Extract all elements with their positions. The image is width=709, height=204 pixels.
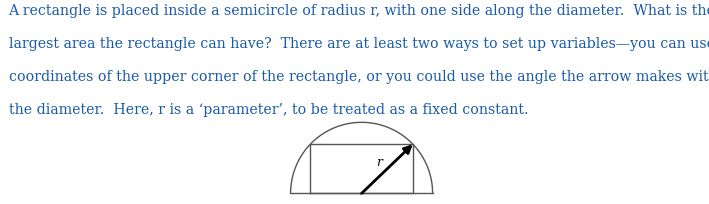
- Text: the diameter.  Here, r is a ‘parameter’, to be treated as a fixed constant.: the diameter. Here, r is a ‘parameter’, …: [9, 102, 528, 116]
- Text: coordinates of the upper corner of the rectangle, or you could use the angle the: coordinates of the upper corner of the r…: [9, 70, 709, 83]
- Text: A rectangle is placed inside a semicircle of radius r, with one side along the d: A rectangle is placed inside a semicircl…: [9, 4, 709, 18]
- Text: largest area the rectangle can have?  There are at least two ways to set up vari: largest area the rectangle can have? The…: [9, 37, 709, 51]
- Text: r: r: [376, 155, 381, 169]
